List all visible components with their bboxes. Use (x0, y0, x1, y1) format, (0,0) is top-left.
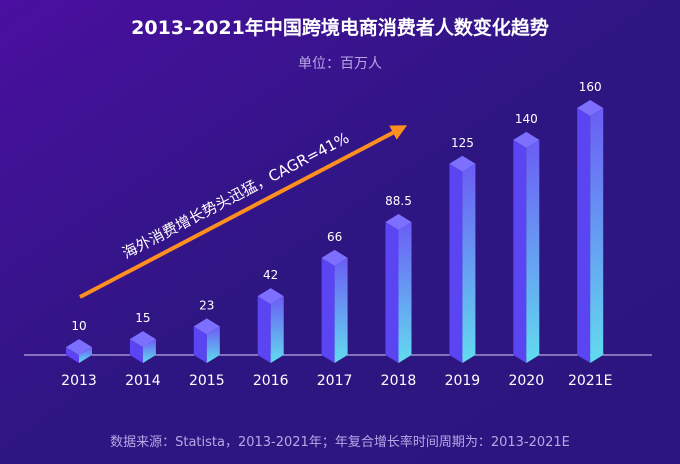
data-label: 42 (263, 268, 278, 282)
bar-right-face (398, 221, 412, 363)
bar-right-face (206, 326, 220, 363)
bar-top-face (321, 249, 348, 266)
trend-arrow (79, 125, 408, 299)
data-label: 140 (515, 112, 538, 126)
bar-right-face (334, 257, 348, 363)
data-label: 88.5 (385, 194, 412, 208)
bar-left-face (577, 108, 591, 363)
x-tick-label: 2014 (125, 373, 161, 389)
bar-top-face (385, 213, 412, 230)
bar-top-face (129, 331, 156, 348)
bar-left-face (66, 347, 79, 363)
x-tick-label: 2019 (445, 373, 481, 389)
data-label: 125 (451, 136, 474, 150)
x-tick-label: 2016 (253, 373, 289, 389)
chart-title: 2013-2021年中国跨境电商消费者人数变化趋势 (131, 16, 549, 39)
data-label: 66 (327, 230, 342, 244)
bar-top-face (577, 100, 604, 116)
bar-top-face (193, 318, 220, 335)
bar-top-face (449, 155, 476, 172)
x-tick-label: 2020 (508, 373, 544, 389)
bar-left-face (449, 163, 463, 363)
x-tick-label: 2015 (189, 373, 225, 389)
x-tick-label: 2021E (568, 373, 612, 389)
data-label: 15 (135, 311, 150, 325)
bar-right-face (270, 296, 284, 363)
x-tick-label: 2017 (317, 373, 353, 389)
bar-right-face (79, 347, 92, 363)
bar-left-face (385, 221, 399, 363)
chart-subtitle: 单位：百万人 (298, 56, 382, 72)
data-label: 10 (71, 319, 86, 333)
source-note: 数据来源：Statista，2013-2021年；年复合增长率时间周期为：201… (110, 434, 570, 450)
bar-top-face (257, 288, 284, 305)
bar-left-face (193, 326, 207, 363)
bar-left-face (513, 139, 527, 363)
bar-top-face (66, 339, 92, 356)
bar-left-face (129, 339, 143, 363)
x-tick-label: 2013 (61, 373, 97, 389)
data-label: 23 (199, 298, 214, 312)
x-tick-label: 2018 (381, 373, 417, 389)
bar-right-face (462, 163, 476, 363)
bar-right-face (526, 139, 540, 363)
bar-left-face (257, 296, 271, 363)
bar-top-face (513, 131, 540, 148)
data-label: 160 (579, 80, 602, 94)
bar-right-face (590, 108, 604, 363)
bar-left-face (321, 257, 335, 363)
bar-right-face (142, 339, 156, 363)
